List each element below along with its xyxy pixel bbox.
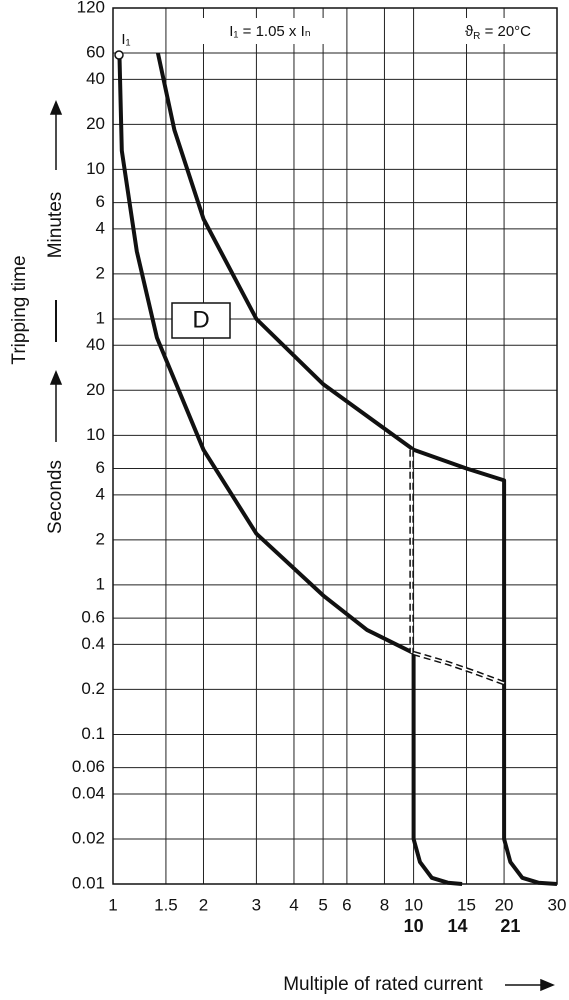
plot-frame <box>112 7 558 885</box>
y-tick-label: 20 <box>86 114 105 133</box>
x-tick-label: 4 <box>289 895 298 914</box>
box <box>171 302 231 339</box>
x-tick-label: 3 <box>252 895 261 914</box>
x-axis-label: Multiple of rated current <box>283 974 483 995</box>
y-tick-label: 0.2 <box>81 679 105 698</box>
bold-x-tick-label: 14 <box>447 916 467 936</box>
y-upper-label: Minutes <box>45 192 66 259</box>
temperature-text: = 20°C <box>480 23 531 40</box>
y-axis-label: Tripping time <box>9 255 30 364</box>
annotation-bg <box>200 18 340 44</box>
y-tick-label: 120 <box>77 0 105 16</box>
y-tick-label: 20 <box>86 380 105 399</box>
y-tick-label: 0.4 <box>81 634 105 653</box>
y-tick-label: 2 <box>96 263 105 282</box>
y-tick-label: 60 <box>86 43 105 62</box>
x-tick-label: 10 <box>404 895 423 914</box>
temperature: ϑR = 20°C <box>465 23 531 42</box>
x-tick-label: 2 <box>199 895 208 914</box>
curve <box>155 52 558 886</box>
y-tick-label: 4 <box>96 218 105 237</box>
y-tick-label: 2 <box>96 529 105 548</box>
y-tick-label: 6 <box>96 458 105 477</box>
y-tick-label: 0.6 <box>81 608 105 627</box>
annotation: I₁ = 1.05 x Iₙ <box>229 23 311 40</box>
y-tick-label: 40 <box>86 69 105 88</box>
y-tick-label: 40 <box>86 335 105 354</box>
x-tick-label: 15 <box>457 895 476 914</box>
y-tick-label: 4 <box>96 484 105 503</box>
grid <box>112 7 558 885</box>
x-tick-label: 6 <box>342 895 351 914</box>
x-tick-label: 1.5 <box>154 895 178 914</box>
y-tick-label: 0.02 <box>72 828 105 847</box>
curves <box>117 52 558 886</box>
x-tick-label: 5 <box>318 895 327 914</box>
y-lower-label: Seconds <box>45 460 66 534</box>
x-tick-label: 30 <box>548 895 567 914</box>
arrows <box>49 100 555 992</box>
x-tick-label: 20 <box>495 895 514 914</box>
y-tick-label: 10 <box>86 159 105 178</box>
temperature-subscript: R <box>473 31 480 42</box>
bold-x-tick-label: 10 <box>404 916 424 936</box>
bold-x-tick-label: 21 <box>500 916 520 936</box>
y-tick-label: 10 <box>86 425 105 444</box>
arrow-head <box>49 370 63 385</box>
i1-point <box>114 50 124 60</box>
box-label: D <box>192 306 209 333</box>
dashed-line-inner <box>413 652 505 684</box>
y-tick-label: 1 <box>96 574 105 593</box>
y-tick-label: 0.04 <box>72 783 105 802</box>
curve <box>117 52 463 886</box>
x-tick-label: 1 <box>108 895 117 914</box>
temperature-bg <box>440 18 550 44</box>
y-tick-label: 0.1 <box>81 724 105 743</box>
arrow-head <box>49 100 63 115</box>
x-tick-label: 8 <box>380 895 389 914</box>
point-label: I₁ <box>121 31 130 48</box>
y-tick-label: 6 <box>96 192 105 211</box>
temperature-symbol: ϑ <box>465 23 474 40</box>
y-tick-label: 0.06 <box>72 757 105 776</box>
y-tick-label: 0.01 <box>72 873 105 892</box>
arrow-head <box>540 978 555 992</box>
y-tick-label: 1 <box>96 308 105 327</box>
